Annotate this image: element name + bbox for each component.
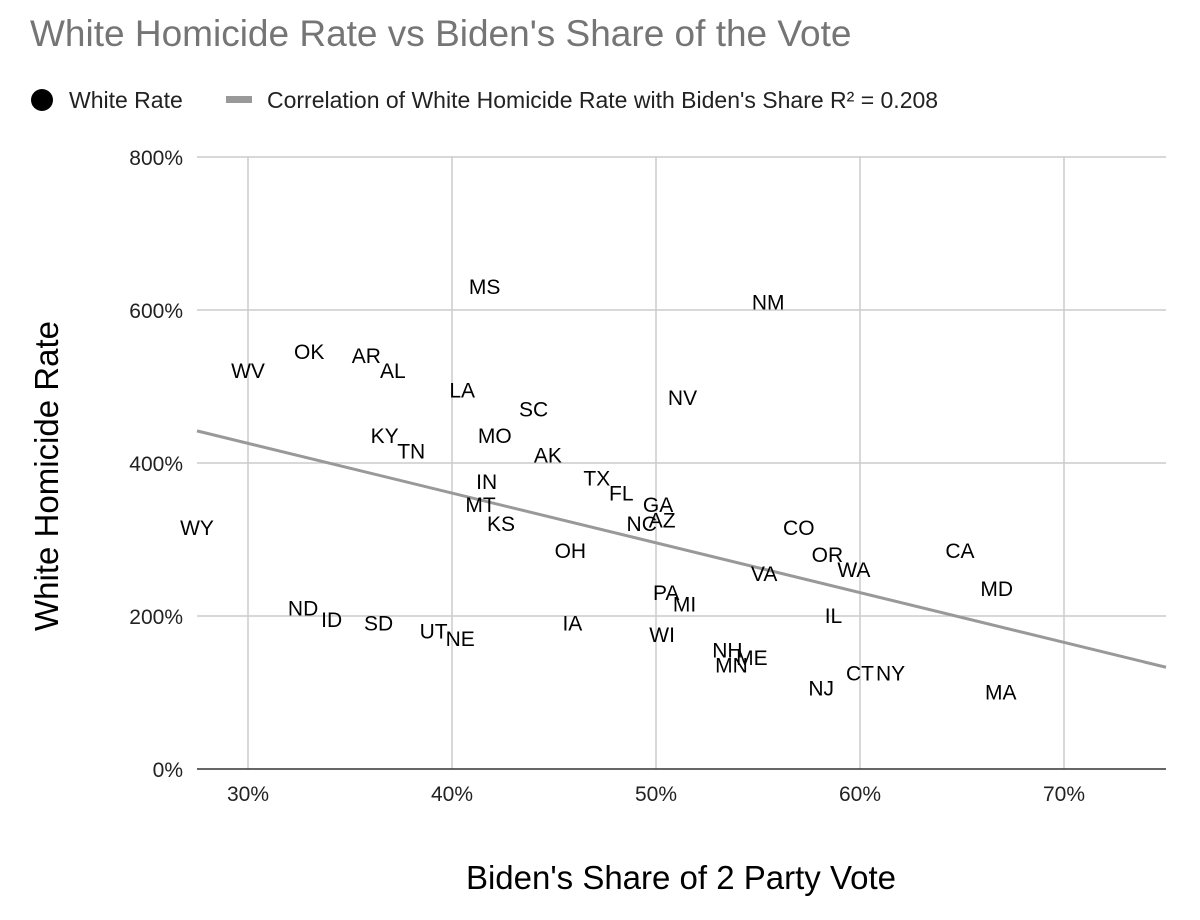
- point-label-nj: NJ: [808, 678, 834, 701]
- point-label-sd: SD: [364, 613, 393, 636]
- point-label-nd: ND: [288, 597, 318, 620]
- x-axis-title: Biden's Share of 2 Party Vote: [466, 859, 896, 896]
- legend-marker-trendline: [226, 96, 252, 103]
- y-axis-title: White Homicide Rate: [28, 321, 65, 631]
- point-label-oh: OH: [555, 540, 587, 563]
- point-label-id: ID: [321, 609, 342, 632]
- legend-label-trendline: Correlation of White Homicide Rate with …: [267, 87, 938, 113]
- legend-marker-white-rate: [31, 89, 53, 111]
- point-label-ar: AR: [352, 345, 381, 368]
- x-axis-ticks: 30% 40% 50% 60% 70%: [227, 783, 1085, 806]
- point-label-ne: NE: [446, 628, 475, 651]
- point-label-mi: MI: [673, 594, 696, 617]
- point-label-mo: MO: [478, 425, 512, 448]
- point-label-sc: SC: [519, 398, 548, 421]
- point-label-ca: CA: [945, 540, 974, 563]
- point-label-in: IN: [476, 471, 497, 494]
- point-label-ga: GA: [643, 494, 673, 517]
- point-label-il: IL: [825, 605, 843, 628]
- point-label-or: OR: [812, 544, 844, 567]
- x-tick-label: 60%: [839, 783, 881, 806]
- y-tick-label: 0%: [153, 759, 183, 782]
- point-label-ct: CT: [846, 662, 874, 685]
- x-tick-label: 70%: [1043, 783, 1085, 806]
- point-label-ky: KY: [371, 425, 399, 448]
- point-label-fl: FL: [609, 483, 634, 506]
- point-label-al: AL: [380, 360, 406, 383]
- point-label-tx: TX: [583, 467, 610, 490]
- point-label-wv: WV: [231, 360, 265, 383]
- point-label-pa: PA: [653, 582, 679, 605]
- point-label-nc: NC: [627, 513, 657, 536]
- y-tick-label: 400%: [129, 453, 183, 476]
- point-label-wy: WY: [180, 517, 214, 540]
- point-label-nv: NV: [668, 387, 697, 410]
- point-label-az: AZ: [649, 509, 676, 532]
- point-label-me: ME: [736, 647, 768, 670]
- point-label-ny: NY: [876, 662, 905, 685]
- point-label-ks: KS: [487, 513, 515, 536]
- point-label-ia: IA: [562, 613, 582, 636]
- trendline-layer: [196, 429, 1167, 669]
- gridlines: [197, 156, 1166, 770]
- x-tick-label: 50%: [635, 783, 677, 806]
- y-tick-label: 200%: [129, 606, 183, 629]
- x-tick-label: 30%: [227, 783, 269, 806]
- point-label-la: LA: [449, 379, 475, 402]
- point-label-wa: WA: [837, 559, 870, 582]
- point-label-mn: MN: [715, 655, 748, 678]
- point-label-ma: MA: [985, 682, 1017, 705]
- point-label-md: MD: [980, 578, 1013, 601]
- point-label-ms: MS: [469, 276, 501, 299]
- point-label-wi: WI: [649, 624, 675, 647]
- point-label-tn: TN: [397, 441, 425, 464]
- point-label-co: CO: [783, 517, 815, 540]
- point-label-ak: AK: [534, 444, 562, 467]
- point-label-mt: MT: [465, 494, 495, 517]
- point-label-nh: NH: [712, 639, 742, 662]
- point-label-ut: UT: [420, 620, 448, 643]
- legend-label-white-rate: White Rate: [69, 87, 183, 113]
- y-tick-label: 800%: [129, 147, 183, 170]
- point-label-nm: NM: [752, 291, 785, 314]
- y-axis-ticks: 0% 200% 400% 600% 800%: [129, 147, 183, 782]
- point-label-va: VA: [751, 563, 777, 586]
- legend: White Rate Correlation of White Homicide…: [31, 87, 938, 113]
- x-tick-label: 40%: [431, 783, 473, 806]
- y-tick-label: 600%: [129, 300, 183, 323]
- chart-title: White Homicide Rate vs Biden's Share of …: [30, 13, 851, 54]
- point-label-ok: OK: [294, 341, 324, 364]
- trendline: [196, 429, 1167, 669]
